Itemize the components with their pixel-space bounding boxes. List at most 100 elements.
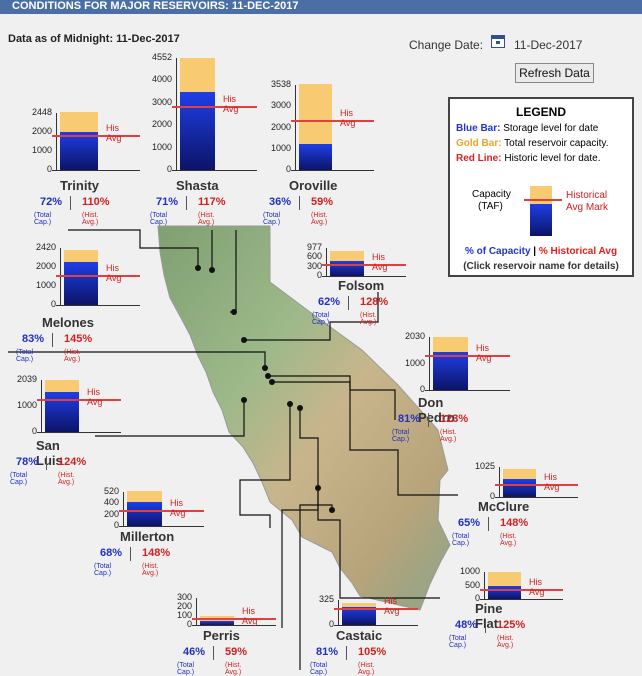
historical-avg-label: His Avg [529,577,545,597]
y-tick-label: 3000 [151,96,172,107]
x-axis-line [495,497,578,498]
reservoir-name-link[interactable]: McClure [478,499,530,514]
historical-avg-label: His Avg [544,472,560,492]
total-cap-label: (Total Cap.) [452,533,470,547]
total-cap-label: (Total Cap.) [392,429,410,443]
legend-blue-text: Storage level for date [503,123,599,134]
reservoir-name-link[interactable]: Trinity [60,178,100,193]
historical-avg-line [480,589,563,591]
y-tick-label: 600 [306,251,322,262]
y-axis-line [196,598,197,625]
hist-avg-label: (Hist. Avg.) [64,349,81,363]
legend-sample-red [524,199,562,201]
total-cap-label: (Total Cap.) [263,212,281,226]
reservoir-name-link[interactable]: Millerton [120,529,175,544]
legend-avg-mark-label: Avg Mark [566,202,609,213]
change-date-label: Change Date: [409,38,484,52]
y-tick-label: 2030 [404,331,425,341]
storage-bar [64,262,98,305]
reservoir-name-link[interactable]: Perris [203,628,240,643]
reservoir-name-link[interactable]: Pine Flat [475,601,503,631]
separator [186,196,187,210]
refresh-data-button[interactable]: Refresh Data [515,63,594,83]
historical-avg-label: His Avg [106,263,122,283]
percent-capacity: 48% [455,619,478,631]
y-tick-label: 400 [103,497,119,508]
y-tick-label: 977 [306,242,322,252]
reservoir-name-link[interactable]: San Luis [36,438,63,468]
y-tick-label: 1000 [459,566,480,576]
legend-note: (Click reservoir name for details) [463,261,619,272]
percent-historical: 123% [440,413,469,425]
total-cap-label: (Total Cap.) [310,662,328,676]
historical-avg-label: His Avg [372,252,388,272]
separator [485,619,486,633]
y-tick-label: 2000 [31,126,52,136]
reservoir-name-link[interactable]: Melones [42,315,95,330]
percent-capacity: 68% [100,547,123,559]
y-tick-label: 0 [166,164,172,174]
y-tick-label: 2000 [35,261,56,271]
reservoir-name-link[interactable]: Castaic [336,628,383,643]
capacity-bar [200,616,234,625]
hist-avg-label: (Hist. Avg.) [500,533,517,547]
y-axis-line [499,467,500,497]
selected-date[interactable]: 11-Dec-2017 [514,38,583,52]
historical-avg-line [52,135,140,137]
total-cap-label: (Total Cap.) [16,349,34,363]
y-tick-label: 0 [186,619,192,629]
storage-bar [200,621,234,625]
percent-historical: 148% [142,547,171,559]
separator [130,547,131,561]
percent-capacity: 81% [398,413,421,425]
percent-historical: 128% [360,296,389,308]
california-shape [157,225,451,611]
y-axis-line [41,380,42,432]
historical-avg-line [192,618,276,620]
total-cap-label: (Total Cap.) [10,472,28,486]
legend-panel: LEGEND Blue Bar: Storage level for date … [448,97,634,277]
reservoir-name-link[interactable]: Shasta [176,178,219,193]
y-tick-label: 1000 [270,142,291,153]
separator [46,456,47,470]
legend-gold-text: Total reservoir capacity. [504,138,609,149]
legend-percent-key: % of Capacity | % Historical Avg [450,246,632,257]
y-tick-label: 1000 [404,357,425,368]
legend-blue-row: Blue Bar: Storage level for date [456,123,632,134]
legend-pct-hist: % Historical Avg [538,246,618,257]
y-tick-label: 3538 [270,79,291,89]
percent-capacity: 71% [156,196,179,208]
y-tick-label: 0 [328,619,334,629]
y-tick-label: 200 [176,601,192,611]
historical-avg-line [495,484,578,486]
storage-bar [299,144,332,170]
storage-bar [433,352,468,390]
historical-avg-label: His Avg [384,596,400,616]
percent-capacity: 36% [269,196,292,208]
historical-avg-label: His Avg [106,123,122,143]
legend-separator: | [533,246,537,257]
total-cap-label: (Total Cap.) [34,212,52,226]
y-tick-label: 2000 [151,119,172,130]
storage-bar [342,607,376,625]
hist-avg-label: (Hist. Avg.) [440,429,457,443]
percent-historical: 117% [198,196,226,208]
x-axis-line [56,305,140,306]
total-cap-label: (Total Cap.) [94,563,112,577]
historical-avg-line [425,355,510,357]
y-tick-label: 0 [113,520,119,530]
calendar-icon[interactable] [491,35,505,48]
separator [213,646,214,660]
y-tick-label: 3000 [270,100,291,111]
historical-avg-label: His Avg [170,498,186,518]
reservoir-name-link[interactable]: Oroville [289,178,338,193]
legend-blue-key: Blue Bar: [456,123,501,134]
reservoir-name-link[interactable]: Folsom [338,278,385,293]
reservoir-name-link[interactable]: Don Pedro [418,395,455,425]
historical-avg-line [322,264,406,266]
y-tick-label: 0 [474,593,480,603]
y-tick-label: 1000 [31,145,52,155]
y-axis-line [429,337,430,390]
x-axis-line [192,625,276,626]
